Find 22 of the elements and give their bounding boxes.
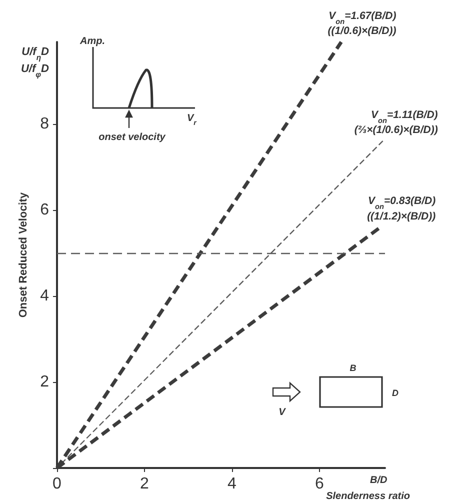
y-tick-label: 4 xyxy=(40,287,50,304)
annotation: onset velocity xyxy=(98,132,166,143)
annotation: V$_{on}$=0.83(B/D) ((1/1.2)×(B/D)) xyxy=(367,195,436,222)
annotation: V$_{r}$ xyxy=(187,113,198,126)
text: U/f$_{η}$D xyxy=(22,46,50,62)
annotation: Amp. xyxy=(79,36,105,47)
text: B/D xyxy=(370,475,388,486)
y-tick-label: 6 xyxy=(40,201,50,218)
x-axis-title: Slenderness ratio xyxy=(326,491,410,502)
text: D xyxy=(392,388,399,398)
y-tick-label: 2 xyxy=(40,373,50,390)
x-tick-label: 0 xyxy=(52,476,62,492)
annotation: V$_{on}$=1.67(B/D) ((1/0.6)×(B/D)) xyxy=(328,10,397,38)
x-tick-label: 4 xyxy=(227,476,236,492)
x-tick-label: 2 xyxy=(140,476,150,492)
text: U/f$_{φ}$D xyxy=(20,63,50,78)
x-tick-label: 6 xyxy=(314,476,324,492)
annotation: B xyxy=(350,363,357,373)
annotation: V$_{on}$=1.11(B/D) (⅔×(1/0.6)×(B/D)) xyxy=(354,108,438,136)
y-tick-label: 8 xyxy=(40,115,50,132)
annotation: V xyxy=(278,407,287,418)
y-axis-title: Onset Reduced Velocity xyxy=(18,191,30,318)
